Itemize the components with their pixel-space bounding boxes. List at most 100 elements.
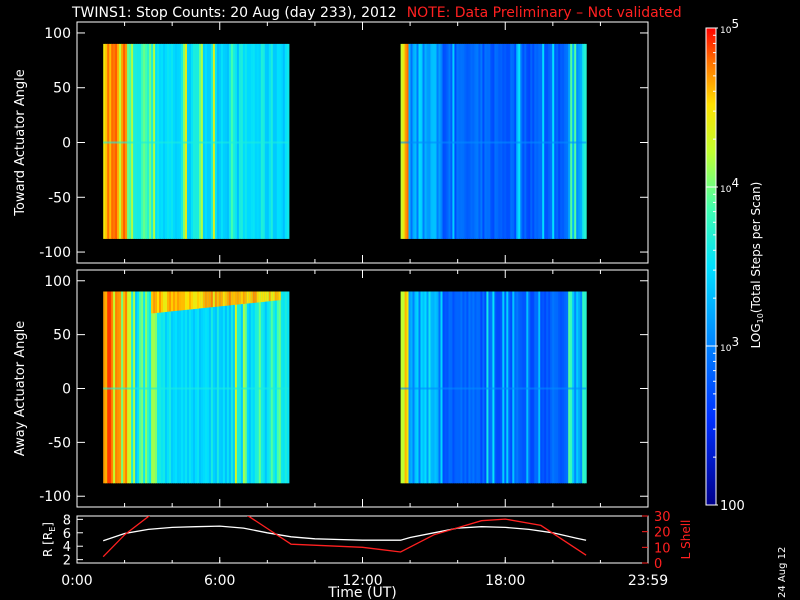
heatmap-column (546, 43, 549, 239)
heatmap-column (161, 43, 164, 239)
heatmap-column (131, 43, 134, 239)
heatmap-column (514, 291, 517, 484)
heatmap-column (286, 291, 290, 484)
heatmap-column (177, 43, 180, 239)
heatmap-column (274, 291, 278, 484)
heatmap-column (418, 43, 422, 239)
heatmap-cell (175, 291, 178, 311)
heatmap-column (578, 43, 581, 239)
heatmap-column (526, 43, 529, 239)
heatmap-column (214, 43, 218, 239)
heatmap-column (472, 291, 475, 484)
x-tick-label: 18:00 (485, 573, 525, 589)
heatmap-cell (276, 291, 280, 301)
colorbar-tick-exp: 3 (731, 335, 739, 349)
heatmap-column (434, 43, 438, 239)
heatmap-column (470, 43, 473, 239)
heatmap-column (416, 291, 420, 484)
heatmap-column (488, 43, 491, 239)
heatmap-column (446, 43, 450, 239)
heatmap-column (524, 43, 527, 239)
heatmap-column (262, 43, 266, 239)
heatmap-column (412, 43, 416, 239)
heatmap-cell (181, 291, 184, 311)
heatmap-column (147, 43, 150, 239)
heatmap-column (141, 291, 144, 484)
heatmap-column (240, 43, 244, 239)
heatmap-cell (266, 291, 270, 302)
heatmap-column (554, 291, 557, 484)
heatmap-column (282, 291, 286, 484)
heatmap-column (173, 291, 176, 484)
heatmap-column (202, 291, 206, 484)
heatmap-column (117, 291, 120, 484)
heatmap-column (474, 43, 477, 239)
y-tick-label: -50 (48, 190, 71, 206)
y-tick-label: 8 (63, 513, 71, 528)
heatmap-column (578, 291, 581, 484)
heatmap-column (103, 43, 106, 239)
colorbar-label-post: (Total Steps per Scan) (749, 182, 763, 314)
heatmap-column (224, 43, 228, 239)
zero-line (400, 387, 587, 390)
heatmap-column (558, 291, 561, 484)
heatmap-column (167, 43, 170, 239)
heatmap-column (165, 291, 168, 484)
heatmap-column (111, 291, 114, 484)
heatmap-column (260, 291, 264, 484)
y-tick-label: -100 (39, 489, 71, 505)
y-tick-label: 50 (53, 328, 71, 344)
heatmap-cell (230, 291, 234, 306)
heatmap-column (171, 291, 174, 484)
heatmap-column (498, 291, 501, 484)
heatmap-column (115, 43, 118, 239)
heatmap-column (506, 43, 509, 239)
heatmap-column (476, 291, 479, 484)
colorbar-tick-label: 104 (720, 176, 739, 195)
heatmap-column (278, 291, 282, 484)
heatmap-column (464, 43, 467, 239)
heatmap-column (218, 291, 222, 484)
heatmap-column (268, 43, 272, 239)
colorbar-tick-label: 105 (720, 17, 739, 36)
heatmap-column (432, 291, 436, 484)
heatmap-column (532, 43, 535, 239)
heatmap-column (236, 291, 240, 484)
heatmap-column (141, 43, 144, 239)
heatmap-column (566, 291, 569, 484)
heatmap-column (137, 43, 140, 239)
heatmap-column (544, 43, 547, 239)
heatmap-column (208, 291, 212, 484)
heatmap-column (212, 43, 216, 239)
heatmap-column (264, 291, 268, 484)
heatmap-column (420, 43, 424, 239)
heatmap-column (480, 43, 483, 239)
heatmap-column (454, 291, 457, 484)
heatmap-column (200, 291, 204, 484)
heatmap-column (224, 291, 228, 484)
heatmap-column (195, 43, 198, 239)
x-tick-label: 6:00 (204, 573, 235, 589)
heatmap-column (456, 43, 459, 239)
heatmap-column (546, 291, 549, 484)
heatmap-column (572, 291, 575, 484)
heatmap-column (584, 43, 587, 239)
series-line-2 (102, 516, 587, 558)
heatmap-column (534, 291, 537, 484)
heatmap-column (107, 43, 110, 239)
heatmap-column (406, 291, 410, 484)
heatmap-cell (220, 291, 224, 307)
heatmap-column (536, 43, 539, 239)
heatmap-column (119, 43, 122, 239)
heatmap-column (193, 43, 196, 239)
heatmap-column (210, 43, 214, 239)
heatmap-column (123, 43, 126, 239)
heatmap-column (542, 291, 545, 484)
heatmap-cell (256, 291, 260, 303)
heatmap-column (181, 43, 184, 239)
heatmap-column (526, 291, 529, 484)
heatmap-column (206, 43, 210, 239)
heatmap-column (189, 43, 192, 239)
heatmap-column (284, 43, 288, 239)
heatmap-column (506, 291, 509, 484)
